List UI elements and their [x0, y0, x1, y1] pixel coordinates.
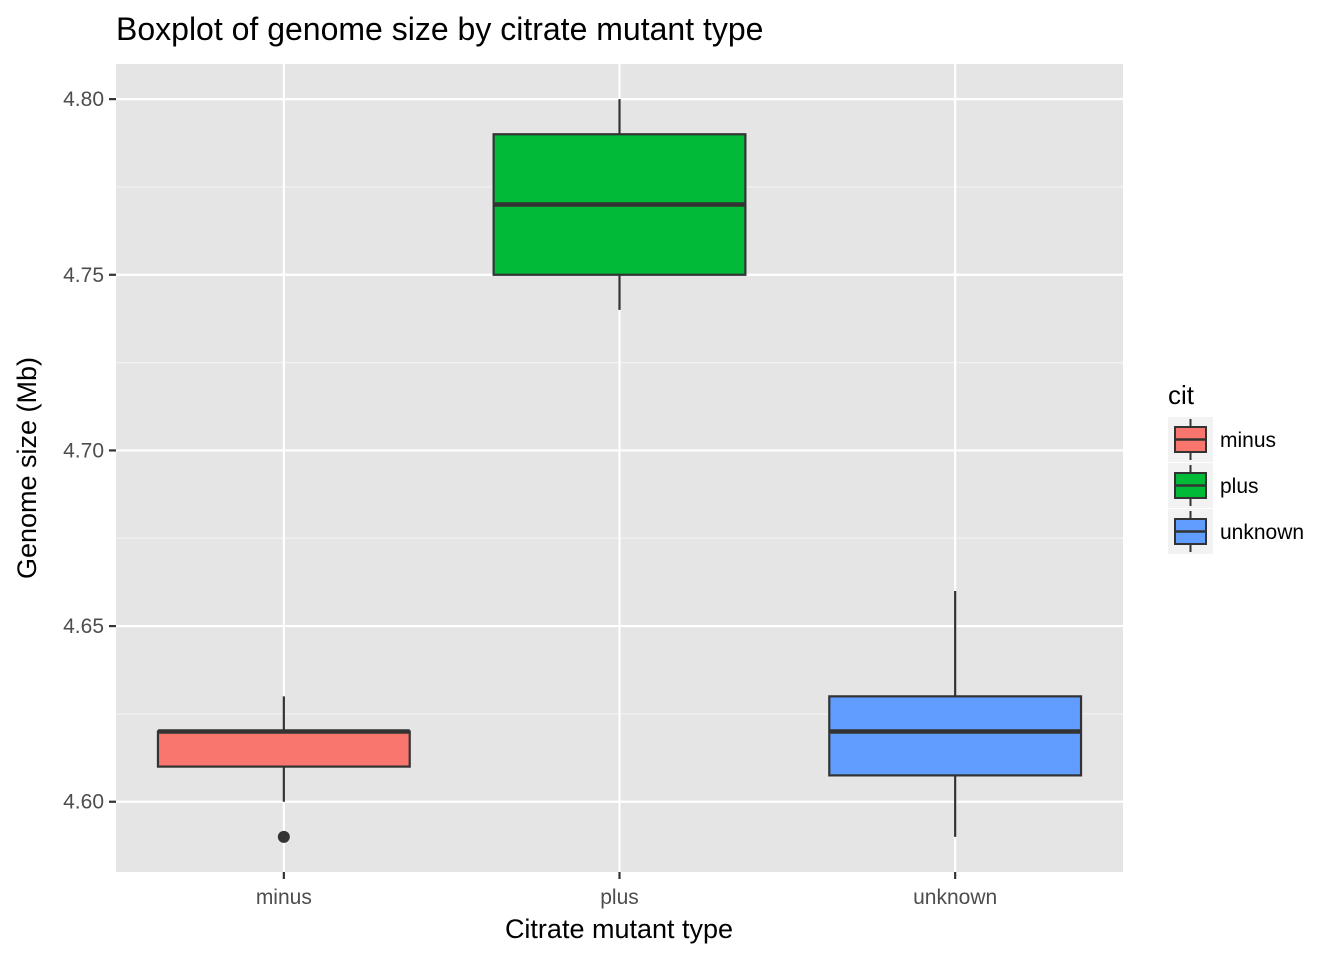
- box-plus: [492, 99, 747, 310]
- boxes: [156, 99, 1083, 843]
- y-tick-label: 4.75: [63, 264, 104, 287]
- box-minus: [156, 696, 411, 843]
- legend-item-minus: minus: [1168, 417, 1276, 462]
- chart-title: Boxplot of genome size by citrate mutant…: [116, 11, 763, 47]
- x-axis-title: Citrate mutant type: [505, 914, 733, 944]
- legend-label: unknown: [1220, 521, 1304, 544]
- y-axis: 4.60 4.65 4.70 4.75 4.80: [63, 88, 116, 814]
- x-tick-label: minus: [256, 886, 312, 909]
- legend-title: cit: [1168, 380, 1195, 410]
- box-iqr: [156, 730, 411, 768]
- box-iqr: [828, 695, 1083, 777]
- legend: cit minus plus unknown: [1168, 380, 1304, 554]
- y-tick-label: 4.80: [63, 88, 104, 111]
- x-axis: minus plus unknown: [256, 872, 997, 909]
- y-tick-label: 4.65: [63, 615, 104, 638]
- outlier-point: [277, 830, 290, 843]
- legend-label: minus: [1220, 429, 1276, 452]
- legend-item-unknown: unknown: [1168, 509, 1304, 554]
- x-tick-label: unknown: [913, 886, 997, 909]
- x-tick-label: plus: [600, 886, 639, 909]
- legend-item-plus: plus: [1168, 463, 1259, 508]
- y-tick-label: 4.60: [63, 791, 104, 814]
- y-axis-title: Genome size (Mb): [12, 357, 42, 579]
- y-tick-label: 4.70: [63, 439, 104, 462]
- box-unknown: [828, 590, 1083, 837]
- legend-label: plus: [1220, 475, 1259, 498]
